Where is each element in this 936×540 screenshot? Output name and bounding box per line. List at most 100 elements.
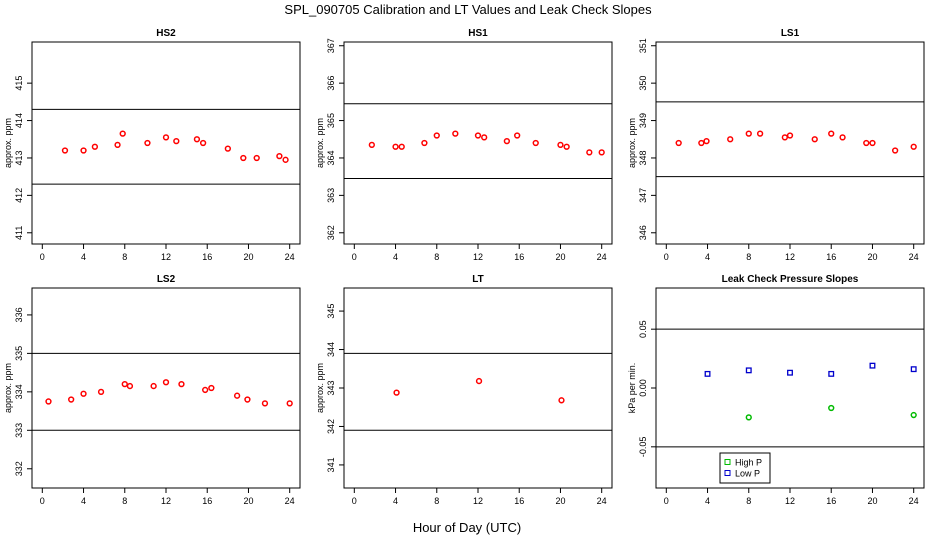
ls1-point-cal bbox=[675, 139, 682, 147]
lt-ytick-label: 345 bbox=[326, 304, 336, 319]
hs1-point-cal bbox=[557, 141, 564, 149]
leak-check-pressure-slopes-xtick-label: 12 bbox=[785, 496, 795, 506]
ls1-point-cal bbox=[727, 136, 734, 143]
lt-ytick-label: 342 bbox=[326, 419, 336, 434]
ls2-xtick-label: 16 bbox=[202, 496, 212, 506]
hs2-point-cal bbox=[119, 130, 126, 137]
ls1-point-cal bbox=[703, 137, 710, 145]
hs1-xtick-label: 16 bbox=[514, 252, 524, 262]
hs2-point-cal bbox=[224, 145, 231, 152]
legend-marker-low-p bbox=[724, 470, 731, 476]
ls2-point-cal bbox=[150, 382, 157, 390]
hs1-point-cal bbox=[481, 134, 488, 141]
hs1-title: HS1 bbox=[468, 28, 488, 39]
ls2-point-cal bbox=[162, 379, 170, 386]
lt-ytick-label: 343 bbox=[326, 380, 336, 395]
hs1-xtick-label: 20 bbox=[555, 252, 565, 262]
leak-check-pressure-slopes-xtick-label: 24 bbox=[909, 496, 919, 506]
figure-title: SPL_090705 Calibration and LT Values and… bbox=[284, 2, 652, 17]
hs2-point-cal bbox=[80, 147, 87, 154]
hs1-xtick-label: 12 bbox=[473, 252, 483, 262]
leak-check-pressure-slopes-point-low-p bbox=[745, 367, 752, 374]
hs2-point-cal bbox=[91, 143, 99, 150]
panel-ls1: LS1 0 4 8 12 16 20 24 346 347 348 349 350 351 approx. … bbox=[627, 28, 925, 262]
hs1-point-cal bbox=[392, 143, 399, 150]
ls1-ytick-label: 348 bbox=[638, 150, 648, 165]
lt-xtick-label: 16 bbox=[514, 496, 524, 506]
hs1-point-cal bbox=[514, 132, 521, 139]
hs1-ytick-label: 364 bbox=[326, 150, 336, 165]
hs2-xtick-label: 20 bbox=[243, 252, 253, 262]
leak-check-pressure-slopes-point-low-p bbox=[910, 366, 917, 373]
hs1-xtick-label: 24 bbox=[597, 252, 607, 262]
hs2-xtick-label: 16 bbox=[202, 252, 212, 262]
ls1-point-cal bbox=[745, 130, 752, 137]
hs1-point-cal bbox=[368, 141, 375, 149]
hs1-point-cal bbox=[586, 149, 593, 156]
panel-ls2: LS2 0 4 8 12 16 20 24 332 333 334 335 336 approx. ppm bbox=[3, 274, 301, 506]
ls2-point-cal bbox=[80, 390, 87, 397]
ls1-point-cal bbox=[698, 139, 705, 147]
hs2-xtick-label: 12 bbox=[161, 252, 171, 262]
figure-xlabel: Hour of Day (UTC) bbox=[413, 520, 521, 535]
ls2-xtick-label: 0 bbox=[40, 496, 45, 506]
hs2-point-cal bbox=[193, 136, 201, 143]
ls2-point-cal bbox=[68, 396, 75, 403]
ls2-point-cal bbox=[202, 386, 209, 394]
lt-ytick-label: 341 bbox=[326, 457, 336, 472]
leak-check-pressure-slopes-xtick-label: 16 bbox=[826, 496, 836, 506]
hs2-point-cal bbox=[282, 156, 289, 163]
hs1-ytick-label: 365 bbox=[326, 113, 336, 128]
ls1-xtick-label: 16 bbox=[826, 252, 836, 262]
hs2-ytick-label: 414 bbox=[14, 113, 24, 128]
hs1-ytick-label: 362 bbox=[326, 225, 336, 240]
legend-box bbox=[719, 452, 771, 484]
ls1-ytick-label: 350 bbox=[638, 76, 648, 91]
leak-check-pressure-slopes-xtick-label: 4 bbox=[705, 496, 710, 506]
leak-check-pressure-slopes-xtick-label: 20 bbox=[867, 496, 877, 506]
hs2-ytick-label: 413 bbox=[14, 150, 24, 165]
ls1-point-cal bbox=[811, 136, 818, 143]
hs2-ytick-label: 415 bbox=[14, 76, 24, 91]
ls2-ytick-label: 332 bbox=[14, 461, 24, 476]
ls2-title: LS2 bbox=[157, 274, 176, 285]
panel-leak-check-pressure-slopes: Leak Check Pressure Slopes 0 4 8 12 16 20 24 -0.… bbox=[627, 274, 925, 506]
leak-check-pressure-slopes-xtick-label: 0 bbox=[664, 496, 669, 506]
hs1-point-cal bbox=[474, 132, 482, 139]
hs2-point-cal bbox=[253, 154, 260, 162]
ls2-ylabel: approx. ppm bbox=[3, 363, 13, 413]
ls1-point-cal bbox=[839, 134, 846, 141]
lt-xtick-label: 20 bbox=[555, 496, 565, 506]
hs1-ylabel: approx. ppm bbox=[315, 118, 325, 168]
hs2-point-cal bbox=[240, 154, 247, 162]
lt-xtick-label: 24 bbox=[597, 496, 607, 506]
ls1-xtick-label: 20 bbox=[867, 252, 877, 262]
ls2-xtick-label: 4 bbox=[81, 496, 86, 506]
hs2-point-cal bbox=[162, 134, 170, 141]
ls2-xtick-label: 8 bbox=[122, 496, 127, 506]
lt-ytick-label: 344 bbox=[326, 342, 336, 357]
hs2-point-cal bbox=[114, 141, 121, 149]
leak-check-pressure-slopes-point-high-p bbox=[910, 411, 917, 419]
lt-xtick-label: 0 bbox=[352, 496, 357, 506]
lt-title: LT bbox=[472, 274, 483, 285]
leak-check-pressure-slopes-ylabel: kPa per min. bbox=[627, 363, 637, 414]
hs2-xtick-label: 24 bbox=[285, 252, 295, 262]
hs2-ytick-label: 411 bbox=[14, 226, 24, 240]
lt-point-cal bbox=[475, 377, 483, 385]
hs1-ytick-label: 363 bbox=[326, 188, 336, 203]
ls2-point-cal bbox=[126, 382, 134, 390]
ls1-ytick-label: 347 bbox=[638, 188, 648, 203]
panel-hs2: HS2 0 4 8 12 16 20 24 411 412 413 414 415 approx. ppm bbox=[3, 28, 301, 262]
hs2-xtick-label: 0 bbox=[40, 252, 45, 262]
ls2-point-cal bbox=[286, 400, 293, 407]
leak-check-pressure-slopes-point-low-p bbox=[828, 370, 835, 377]
panel-lt: LT 0 4 8 12 16 20 24 341 342 343 344 345 approx. ppm bbox=[315, 274, 613, 506]
ls2-point-cal bbox=[97, 388, 105, 395]
hs2-title: HS2 bbox=[156, 28, 176, 39]
legend-label-high-p: High P bbox=[735, 458, 762, 468]
hs2-point-cal bbox=[276, 152, 283, 160]
hs1-ytick-label: 366 bbox=[326, 76, 336, 91]
